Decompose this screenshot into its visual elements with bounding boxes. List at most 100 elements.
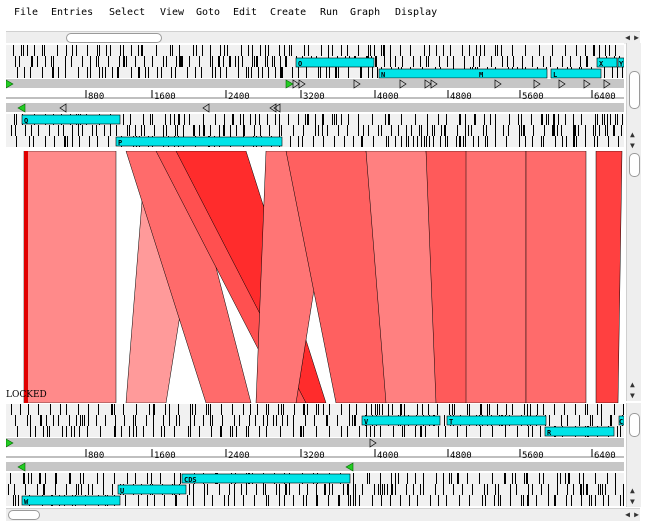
- menu-graph[interactable]: Graph: [350, 7, 381, 18]
- stop-codon-tick: [546, 114, 547, 125]
- feature-CDS[interactable]: [181, 473, 351, 484]
- stop-codon-tick: [239, 415, 240, 426]
- stop-codon-tick: [138, 67, 139, 78]
- top-sequence-panel[interactable]: 800 1600 2400 3200 4000 4800 5600 6400 O…: [6, 43, 624, 151]
- stop-codon-tick: [37, 484, 38, 495]
- scrollbar-thumb[interactable]: [629, 413, 640, 437]
- bottom-horizontal-scrollbar[interactable]: ◀ ▶: [6, 508, 640, 521]
- stop-codon-tick: [281, 125, 282, 136]
- feature-N[interactable]: [378, 68, 548, 79]
- stop-codon-tick: [490, 114, 491, 125]
- feature-R[interactable]: [544, 426, 615, 437]
- scroll-left-icon[interactable]: ◀: [625, 33, 630, 42]
- menu-create[interactable]: Create: [270, 7, 307, 18]
- stop-codon-tick: [413, 56, 414, 67]
- menu-file[interactable]: File: [14, 7, 39, 18]
- stop-codon-tick: [304, 45, 305, 56]
- scroll-up-icon[interactable]: ▲: [630, 380, 635, 389]
- stop-codon-tick: [444, 415, 445, 426]
- stop-codon-tick: [502, 56, 503, 67]
- feature-C[interactable]: [618, 415, 624, 426]
- feature-W[interactable]: [21, 495, 121, 506]
- stop-codon-tick: [341, 404, 342, 415]
- stop-codon-tick: [230, 125, 231, 136]
- scroll-left-icon[interactable]: ◀: [625, 510, 630, 519]
- bottom-vertical-scrollbar[interactable]: ▲ ▼: [626, 403, 641, 507]
- menu-run[interactable]: Run: [320, 7, 339, 18]
- stop-codon-tick: [316, 484, 317, 495]
- stop-codon-tick: [429, 136, 430, 147]
- feature-O[interactable]: [295, 57, 375, 68]
- stop-codon-tick: [232, 114, 233, 125]
- stop-codon-tick: [457, 473, 458, 484]
- stop-codon-tick: [71, 426, 72, 437]
- stop-codon-tick: [608, 136, 609, 147]
- feature-V[interactable]: [361, 415, 441, 426]
- top-ruler: 800 1600 2400 3200 4000 4800 5600 6400: [6, 90, 624, 102]
- scroll-right-icon[interactable]: ▶: [634, 510, 639, 519]
- stop-codon-tick: [318, 125, 319, 136]
- stop-codon-tick: [177, 125, 178, 136]
- stop-codon-tick: [540, 426, 541, 437]
- bottom-sequence-panel[interactable]: 800 1600 2400 3200 4000 4800 5600 6400 V…: [6, 403, 624, 509]
- menu-view[interactable]: View: [160, 7, 185, 18]
- menu-entries[interactable]: Entries: [51, 7, 94, 18]
- stop-codon-tick: [439, 56, 440, 67]
- stop-codon-tick: [484, 114, 485, 125]
- stop-codon-tick: [53, 67, 54, 78]
- stop-codon-tick: [244, 125, 245, 136]
- stop-codon-tick: [203, 415, 204, 426]
- stop-codon-tick: [600, 484, 601, 495]
- stop-codon-tick: [322, 125, 323, 136]
- feature-P[interactable]: [115, 136, 283, 147]
- stop-codon-tick: [224, 45, 225, 56]
- menu-goto[interactable]: Goto: [196, 7, 221, 18]
- stop-codon-tick: [207, 484, 208, 495]
- top-vertical-scrollbar[interactable]: ▲ ▼: [626, 43, 641, 151]
- menu-select[interactable]: Select: [109, 7, 146, 18]
- scroll-down-icon[interactable]: ▼: [630, 391, 635, 400]
- scroll-up-icon[interactable]: ▲: [630, 130, 635, 139]
- stop-codon-tick: [215, 67, 216, 78]
- stop-codon-tick: [254, 56, 255, 67]
- stop-codon-tick: [347, 125, 348, 136]
- menu-display[interactable]: Display: [395, 7, 438, 18]
- stop-codon-tick: [257, 404, 258, 415]
- stop-codon-tick: [395, 484, 396, 495]
- stop-codon-tick: [127, 473, 128, 484]
- stop-codon-tick: [23, 473, 24, 484]
- stop-codon-tick: [96, 125, 97, 136]
- scrollbar-thumb[interactable]: [66, 33, 162, 43]
- stop-codon-tick: [289, 45, 290, 56]
- feature-Y[interactable]: [617, 57, 624, 68]
- scrollbar-thumb[interactable]: [629, 153, 640, 177]
- stop-codon-tick: [522, 56, 523, 67]
- stop-codon-tick: [610, 114, 611, 125]
- stop-codon-tick: [251, 67, 252, 78]
- menu-edit[interactable]: Edit: [233, 7, 258, 18]
- scroll-down-icon[interactable]: ▼: [630, 141, 635, 150]
- stop-codon-tick: [105, 67, 106, 78]
- triangle-marker-icon: [399, 79, 407, 89]
- stop-codon-tick: [548, 495, 549, 506]
- stop-codon-tick: [527, 495, 528, 506]
- stop-codon-tick: [31, 473, 32, 484]
- scroll-up-icon[interactable]: ▲: [630, 486, 635, 495]
- feature-U[interactable]: [117, 484, 187, 495]
- stop-codon-tick: [223, 56, 224, 67]
- feature-T[interactable]: [446, 415, 547, 426]
- comparison-view[interactable]: [6, 151, 624, 403]
- feature-X[interactable]: [596, 57, 618, 68]
- feature-L[interactable]: [550, 68, 602, 79]
- feature-Q[interactable]: [21, 114, 121, 125]
- scroll-right-icon[interactable]: ▶: [634, 33, 639, 42]
- comparison-vertical-scrollbar[interactable]: ▲ ▼: [626, 151, 641, 401]
- scroll-down-icon[interactable]: ▼: [630, 497, 635, 506]
- stop-codon-tick: [425, 426, 426, 437]
- top-horizontal-scrollbar[interactable]: ◀ ▶: [6, 31, 640, 44]
- stop-codon-tick: [153, 415, 154, 426]
- stop-codon-tick: [335, 67, 336, 78]
- scrollbar-thumb[interactable]: [629, 71, 640, 109]
- stop-codon-tick: [206, 404, 207, 415]
- scrollbar-thumb[interactable]: [8, 510, 40, 520]
